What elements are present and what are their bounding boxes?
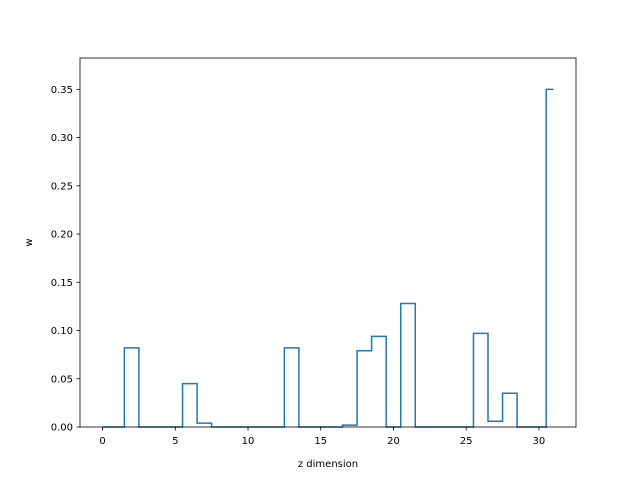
y-axis-label: w [24,238,35,246]
plot-area [102,88,554,428]
x-axis-label: z dimension [298,459,358,470]
x-tick-label: 10 [242,436,255,447]
y-tick-label: 0.20 [51,230,73,241]
y-tick-label: 0.10 [51,326,73,337]
y-tick-label: 0.25 [51,181,73,192]
x-axis: 0 5 10 15 20 25 30 [99,427,545,447]
x-tick-label: 5 [172,436,178,447]
y-tick-label: 0.05 [51,374,73,385]
x-tick-label: 20 [387,436,400,447]
series-line [102,88,554,428]
axes-frame [79,57,577,428]
x-tick-label: 30 [533,436,546,447]
y-tick-label: 0.35 [51,85,73,96]
x-tick-label: 15 [314,436,327,447]
x-tick-label: 25 [460,436,473,447]
x-tick-label: 0 [99,436,105,447]
y-tick-label: 0.00 [51,423,73,434]
y-axis: 0.00 0.05 0.10 0.15 0.20 0.25 0.30 0.35 [51,85,80,434]
y-tick-label: 0.30 [51,133,73,144]
y-tick-label: 0.15 [51,278,73,289]
